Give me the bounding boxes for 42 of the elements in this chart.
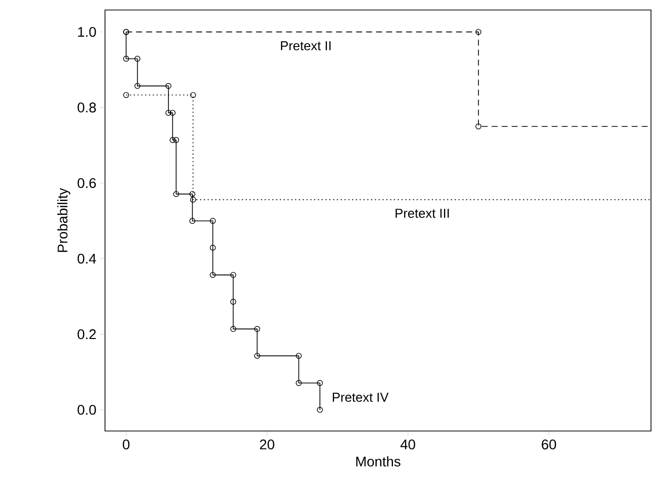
point (123, 56, 130, 62)
point (190, 92, 196, 98)
y-tick-label: 0.4 (78, 254, 96, 264)
point (170, 110, 176, 116)
point (189, 191, 196, 197)
point (123, 92, 130, 98)
point (190, 196, 196, 203)
point (230, 326, 236, 332)
x-tick-label: 60 (542, 440, 556, 450)
point (165, 83, 172, 89)
point (230, 298, 236, 305)
point (210, 218, 216, 224)
point (254, 326, 260, 332)
point (134, 83, 140, 89)
point (254, 352, 260, 359)
y-tick-label: 0.0 (78, 404, 96, 415)
point (173, 137, 180, 143)
point (210, 272, 216, 278)
point (165, 110, 172, 116)
y-axis-title: Probability (57, 188, 70, 252)
annotation: Pretext IV (332, 392, 389, 402)
y-tick-label: 0.6 (78, 178, 96, 188)
y-tick-label: 0.2 (78, 329, 96, 340)
point (134, 56, 140, 62)
point (316, 380, 323, 386)
point (189, 218, 196, 224)
point (230, 272, 236, 278)
point (210, 244, 216, 251)
y-tick-label: 0.8 (78, 102, 96, 112)
x-axis-title: Months (356, 456, 400, 466)
point (296, 352, 302, 359)
annotation: Pretext III (396, 208, 449, 218)
point (170, 137, 176, 143)
y-tick-label: 1.0 (78, 26, 96, 37)
x-tick-label: 20 (260, 440, 274, 450)
point (296, 380, 302, 386)
point (475, 28, 482, 35)
point (173, 191, 180, 197)
x-tick-label: 40 (400, 440, 416, 450)
x-tick-label: 0 (122, 440, 130, 450)
point (475, 123, 482, 130)
annotation: Pretext II (280, 41, 331, 50)
